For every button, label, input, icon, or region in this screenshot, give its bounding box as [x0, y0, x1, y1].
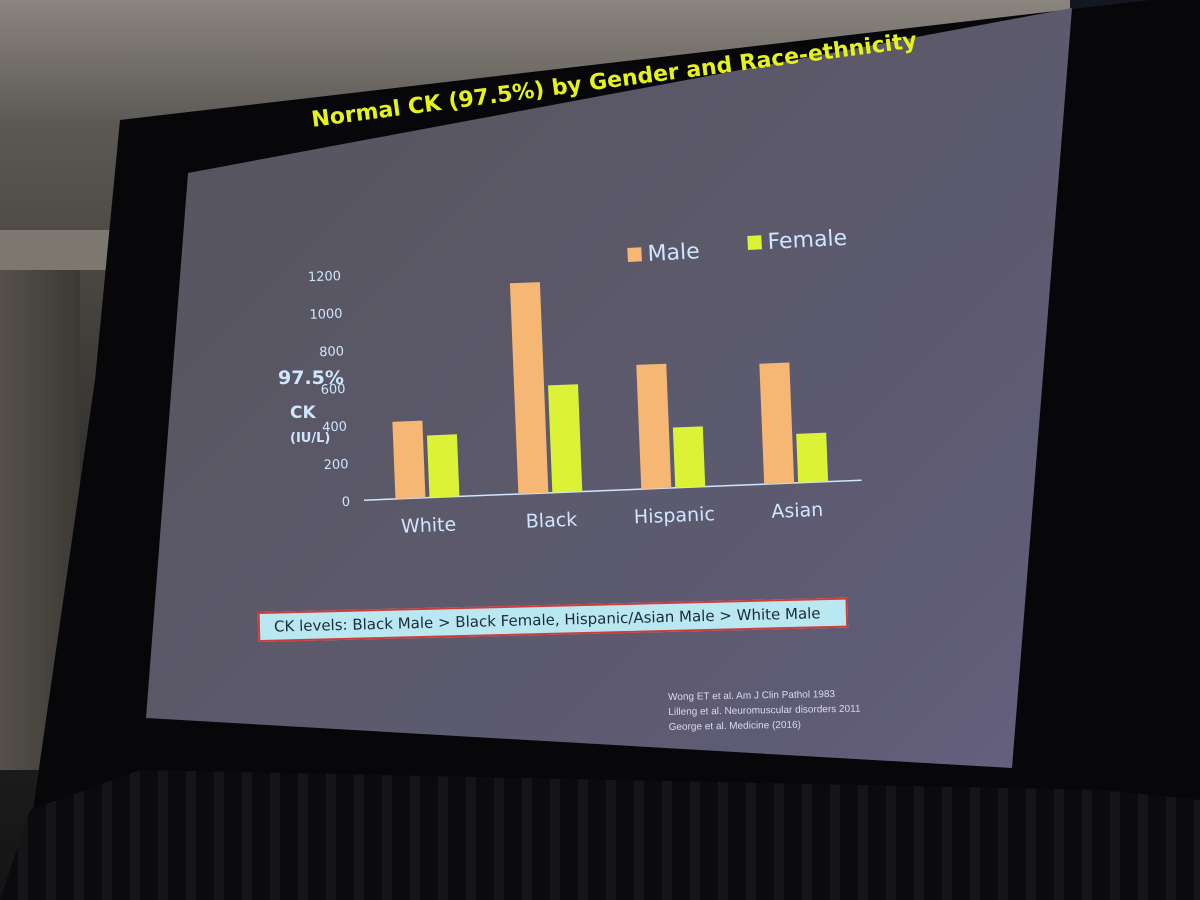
references: Wong ET et al. Am J Clin Pathol 1983 Lil…: [668, 687, 861, 735]
y-axis-title: 97.5%: [278, 367, 344, 389]
y-axis-title: (IU/L): [290, 431, 330, 446]
bar-male: [759, 362, 795, 485]
y-tick-label: 1000: [309, 307, 343, 323]
y-tick-label: 200: [323, 457, 348, 473]
bar-female: [548, 384, 583, 493]
curtain-bottom: [0, 770, 1200, 900]
x-tick-label: White: [401, 514, 457, 538]
legend-swatch: [747, 235, 762, 251]
legend-label: Male: [647, 239, 700, 267]
y-tick-label: 0: [342, 495, 351, 510]
bar-female: [672, 426, 706, 488]
bar-male: [392, 420, 426, 499]
y-tick-label: 1200: [308, 269, 342, 285]
x-tick-label: Asian: [771, 499, 824, 523]
y-axis-title: CK: [290, 403, 316, 423]
y-tick-label: 600: [320, 382, 345, 398]
room-trim: [0, 230, 110, 270]
bar-female: [426, 434, 460, 498]
bar-male: [636, 363, 672, 490]
x-tick-label: Black: [525, 509, 577, 533]
legend-label: Female: [767, 226, 848, 255]
plot-area: 0 200 400 600 800 1000 1200 White Black Hispanic A…: [308, 269, 862, 538]
y-tick-label: 800: [319, 344, 344, 360]
legend-swatch: [627, 247, 642, 262]
y-tick-label: 400: [322, 420, 347, 436]
bar-male: [509, 282, 549, 495]
bar-female: [796, 432, 829, 483]
x-tick-label: Hispanic: [634, 503, 716, 528]
